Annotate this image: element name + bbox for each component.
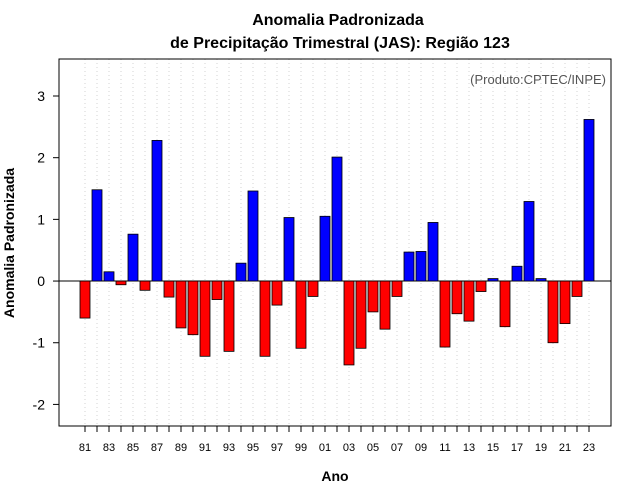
- bar-11: [439, 280, 451, 348]
- bar-23: [583, 119, 595, 282]
- bar-09: [415, 251, 427, 282]
- y-tick-label: 0: [37, 273, 45, 289]
- bar-18: [523, 201, 535, 282]
- x-tick-label: 13: [463, 442, 475, 454]
- x-tick-label: 11: [439, 442, 450, 454]
- bar-13: [463, 280, 475, 322]
- y-axis: -2 -1 0 1 2 3: [33, 88, 59, 412]
- credit-label: (Produto:CPTEC/INPE): [470, 72, 606, 87]
- bar-16: [499, 280, 511, 328]
- bar-99: [295, 280, 307, 349]
- bar-93: [223, 280, 235, 352]
- bar-87: [151, 140, 163, 282]
- bar-10: [427, 222, 439, 282]
- x-tick-label: 21: [559, 442, 571, 454]
- bar-94: [235, 262, 247, 282]
- bars: [79, 119, 595, 366]
- bar-89: [175, 280, 187, 329]
- bar-86: [139, 280, 151, 291]
- x-tick-label: 99: [295, 442, 307, 454]
- bar-03: [343, 280, 355, 366]
- bar-15: [487, 278, 499, 282]
- bar-96: [259, 280, 271, 357]
- bar-97: [271, 280, 283, 306]
- bar-83: [103, 271, 115, 282]
- x-tick-label: 05: [367, 442, 379, 454]
- y-tick-label: -2: [33, 396, 46, 412]
- y-tick-label: 2: [37, 150, 45, 166]
- bar-17: [511, 265, 523, 282]
- bar-91: [199, 280, 211, 357]
- bar-90: [187, 280, 199, 336]
- y-axis-title: Anomalia Padronizada: [1, 168, 17, 318]
- bar-82: [91, 189, 103, 282]
- x-axis: 81 83 85 87 89 91 93 95 97 99 01 03 05 07 09 11 13 15 17 19…: [79, 426, 595, 454]
- bar-14: [475, 280, 487, 292]
- bar-04: [355, 280, 367, 349]
- x-tick-label: 93: [223, 442, 235, 454]
- x-tick-label: 85: [127, 442, 139, 454]
- x-tick-label: 83: [103, 442, 115, 454]
- bar-98: [283, 217, 295, 282]
- bar-19: [535, 278, 547, 282]
- bar-08: [403, 251, 415, 282]
- x-axis-title: Ano: [321, 468, 348, 484]
- x-tick-label: 03: [343, 442, 355, 454]
- bar-22: [571, 280, 583, 297]
- x-tick-label: 87: [151, 442, 163, 454]
- x-tick-label: 01: [319, 442, 331, 454]
- x-tick-label: 09: [415, 442, 427, 454]
- bar-84: [115, 280, 127, 286]
- chart-title-line2: de Precipitação Trimestral (JAS): Região…: [170, 35, 510, 52]
- bar-95: [247, 190, 259, 282]
- bar-21: [559, 280, 571, 325]
- bar-20: [547, 280, 559, 344]
- x-tick-label: 07: [391, 442, 403, 454]
- bar-06: [379, 280, 391, 330]
- x-tick-label: 15: [487, 442, 499, 454]
- x-tick-label: 23: [583, 442, 595, 454]
- x-tick-label: 81: [79, 442, 91, 454]
- chart-title-line1: Anomalia Padronizada: [252, 12, 424, 29]
- x-tick-label: 95: [247, 442, 259, 454]
- y-tick-label: 1: [37, 211, 45, 227]
- bar-07: [391, 280, 403, 297]
- bar-92: [211, 280, 223, 300]
- bar-88: [163, 280, 175, 298]
- x-tick-label: 97: [271, 442, 283, 454]
- y-tick-label: -1: [33, 335, 46, 351]
- bar-05: [367, 280, 379, 313]
- plot-frame: [58, 58, 612, 427]
- x-tick-label: 17: [511, 442, 523, 454]
- x-tick-label: 19: [535, 442, 547, 454]
- bar-01: [319, 215, 331, 282]
- bar-02: [331, 156, 343, 282]
- y-tick-label: 3: [37, 88, 45, 104]
- x-tick-label: 91: [199, 442, 211, 454]
- bar-81: [79, 280, 91, 319]
- bar-12: [451, 280, 463, 315]
- bar-00: [307, 280, 319, 297]
- bar-85: [127, 233, 139, 282]
- x-tick-label: 89: [175, 442, 187, 454]
